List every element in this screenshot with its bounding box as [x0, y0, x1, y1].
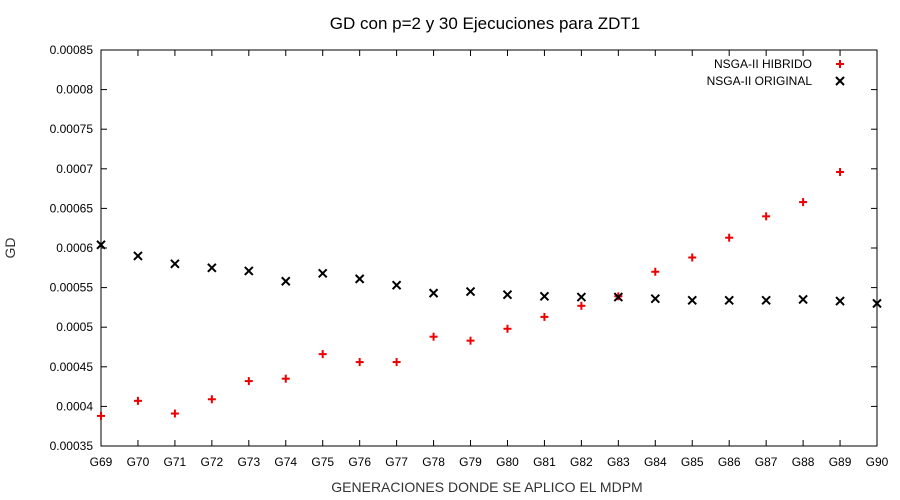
x-tick-label: G74	[274, 455, 297, 469]
data-point	[466, 336, 475, 345]
data-point	[540, 312, 549, 321]
x-tick-label: G89	[829, 455, 852, 469]
data-point	[799, 198, 808, 207]
x-tick-label: G84	[644, 455, 667, 469]
plot-frame	[100, 49, 878, 447]
data-point	[872, 298, 882, 309]
data-point	[244, 377, 253, 386]
data-point	[207, 395, 216, 404]
data-point	[97, 411, 105, 420]
legend-marker	[835, 76, 845, 86]
data-point	[170, 409, 179, 418]
data-point	[503, 324, 512, 333]
x-tick-label: G69	[90, 455, 113, 469]
series-hibrido	[97, 167, 845, 420]
y-tick-label: 0.0007	[56, 162, 93, 176]
legend-label: NSGA-II HIBRIDO	[714, 57, 812, 71]
x-tick-label: G70	[127, 455, 150, 469]
data-point	[798, 294, 808, 305]
chart-title: GD con p=2 y 30 Ejecuciones para ZDT1	[330, 14, 640, 33]
y-tick-label: 0.00085	[50, 43, 94, 57]
data-point	[281, 374, 290, 383]
data-point	[354, 274, 365, 284]
legend-label: NSGA-II ORIGINAL	[707, 74, 813, 88]
x-tick-label: G72	[201, 455, 224, 469]
x-tick-label: G83	[607, 455, 630, 469]
data-point	[835, 296, 845, 306]
data-point	[465, 286, 476, 297]
data-point	[318, 350, 327, 359]
data-point	[613, 292, 624, 302]
x-tick-label: G81	[533, 455, 556, 469]
x-tick-label: G85	[681, 455, 704, 469]
y-tick-label: 0.0008	[56, 83, 93, 97]
y-tick-label: 0.00075	[50, 122, 94, 136]
x-tick-label: G78	[422, 455, 445, 469]
x-tick-label: G71	[164, 455, 187, 469]
x-tick-label: G86	[718, 455, 741, 469]
data-point	[502, 290, 513, 300]
data-point	[429, 332, 438, 341]
data-point	[96, 240, 106, 250]
data-point	[207, 263, 217, 273]
x-tick-label: G79	[459, 455, 482, 469]
y-tick-label: 0.00035	[50, 439, 94, 453]
legend: NSGA-II HIBRIDO NSGA-II ORIGINAL	[707, 57, 845, 88]
data-point	[281, 276, 291, 286]
legend-marker	[836, 60, 844, 68]
y-tick-label: 0.0004	[56, 399, 93, 413]
data-point	[170, 259, 180, 269]
y-tick-label: 0.00055	[50, 281, 94, 295]
data-point	[539, 291, 550, 302]
data-point	[762, 212, 771, 221]
data-point	[355, 358, 364, 367]
data-point	[651, 267, 660, 276]
x-tick-label: G88	[792, 455, 815, 469]
data-point	[244, 266, 254, 276]
data-point	[577, 301, 586, 310]
y-tick-label: 0.00065	[50, 201, 94, 215]
x-tick-label: G80	[496, 455, 519, 469]
x-tick-label: G75	[311, 455, 334, 469]
data-point	[761, 295, 771, 305]
y-axis-label: GD	[2, 238, 18, 259]
data-point	[133, 396, 142, 405]
y-axis: 0.00035 0.0004 0.00045 0.0005 0.00055 0.0006 0…	[50, 43, 877, 453]
data-point	[576, 292, 587, 302]
x-tick-label: G82	[570, 455, 593, 469]
x-tick-label: G73	[237, 455, 260, 469]
x-tick-label: G87	[755, 455, 778, 469]
data-point	[725, 233, 734, 242]
x-axis: G69 G70 G71 G72 G73 G74 G75 G76 G77 G78 G79 G80 G81 G…	[90, 50, 889, 469]
series-layer	[96, 167, 882, 420]
series-original	[96, 240, 882, 309]
x-axis-label: GENERACIONES DONDE SE APLICO EL MDPM	[331, 479, 642, 495]
y-tick-label: 0.00045	[50, 360, 94, 374]
data-point	[428, 288, 439, 298]
data-point	[318, 268, 328, 279]
data-point	[391, 280, 402, 290]
data-point	[650, 293, 660, 304]
y-tick-label: 0.0006	[56, 241, 93, 255]
y-tick-label: 0.0005	[56, 320, 93, 334]
data-point	[688, 253, 697, 262]
x-tick-label: G77	[385, 455, 408, 469]
x-tick-label: G90	[866, 455, 889, 469]
x-tick-label: G76	[348, 455, 371, 469]
data-point	[724, 295, 734, 305]
data-point	[133, 251, 143, 261]
data-point	[392, 358, 401, 367]
data-point	[687, 295, 697, 305]
data-point	[836, 167, 845, 176]
